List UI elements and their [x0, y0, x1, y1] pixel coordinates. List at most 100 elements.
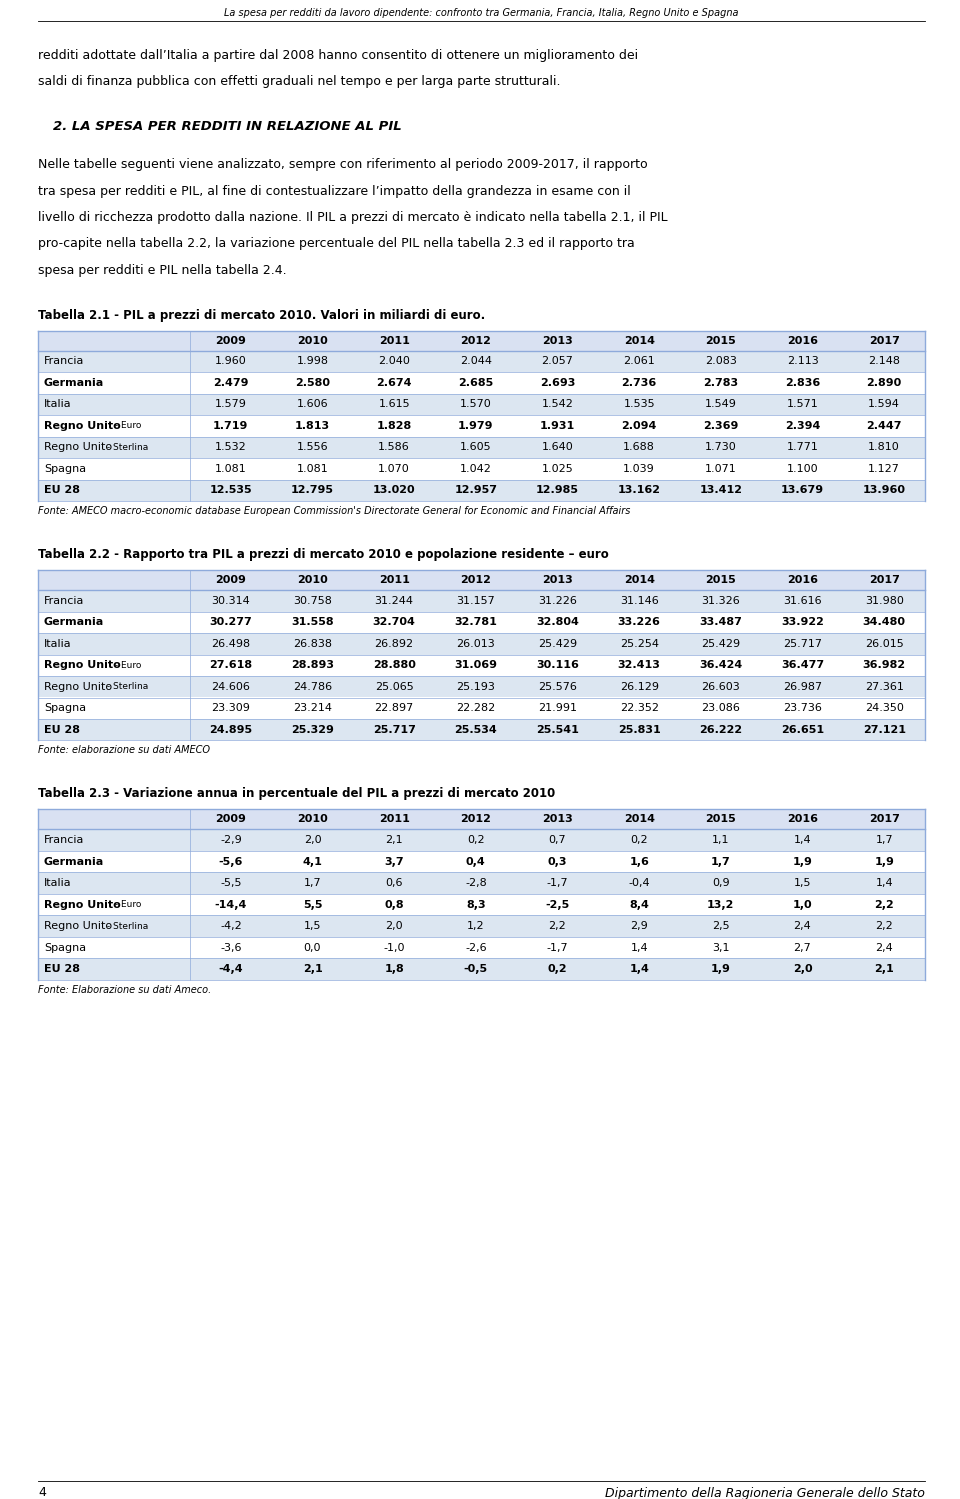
Text: Francia: Francia [44, 357, 84, 366]
Text: 1.127: 1.127 [868, 463, 900, 474]
Text: 26.892: 26.892 [374, 639, 414, 649]
Text: 2010: 2010 [298, 576, 328, 585]
Text: -1,7: -1,7 [546, 943, 568, 953]
Text: 26.987: 26.987 [783, 682, 822, 691]
Text: 2. LA SPESA PER REDDITI IN RELAZIONE AL PIL: 2. LA SPESA PER REDDITI IN RELAZIONE AL … [53, 120, 401, 133]
Text: 2,7: 2,7 [794, 943, 811, 953]
Text: - Euro: - Euro [112, 901, 141, 910]
Text: 8,4: 8,4 [629, 899, 649, 910]
Text: 1,4: 1,4 [794, 835, 811, 845]
Text: 2.693: 2.693 [540, 378, 575, 388]
Text: -0,5: -0,5 [464, 964, 488, 974]
Text: 36.477: 36.477 [780, 660, 824, 670]
Bar [38, 591, 925, 612]
Text: -1,0: -1,0 [383, 943, 405, 953]
Text: 25.193: 25.193 [456, 682, 495, 691]
Text: 1.605: 1.605 [460, 442, 492, 453]
Text: Regno Unito: Regno Unito [44, 421, 121, 430]
Text: EU 28: EU 28 [44, 486, 80, 495]
Text: livello di ricchezza prodotto dalla nazione. Il PIL a prezzi di mercato è indica: livello di ricchezza prodotto dalla nazi… [38, 211, 667, 223]
Text: 26.013: 26.013 [456, 639, 495, 649]
Text: 1.570: 1.570 [460, 399, 492, 409]
Text: 28.893: 28.893 [291, 660, 334, 670]
Text: 1.615: 1.615 [378, 399, 410, 409]
Bar [38, 676, 925, 697]
Bar [38, 893, 925, 916]
Text: 2014: 2014 [624, 336, 655, 345]
Text: 1.081: 1.081 [297, 463, 328, 474]
Text: 22.282: 22.282 [456, 703, 495, 714]
Text: 25.329: 25.329 [291, 724, 334, 735]
Text: Regno Unito: Regno Unito [44, 899, 121, 910]
Text: 30.314: 30.314 [211, 595, 251, 606]
Text: 2017: 2017 [869, 336, 900, 345]
Text: 30.277: 30.277 [209, 618, 252, 627]
Text: 2.148: 2.148 [868, 357, 900, 366]
Text: 33.922: 33.922 [781, 618, 824, 627]
Text: 31.226: 31.226 [538, 595, 577, 606]
Text: 24.606: 24.606 [211, 682, 251, 691]
Text: 28.880: 28.880 [372, 660, 416, 670]
Text: 2,2: 2,2 [876, 922, 893, 931]
Text: 2.836: 2.836 [785, 378, 820, 388]
Text: 13.162: 13.162 [617, 486, 660, 495]
Bar [38, 851, 925, 872]
Text: tra spesa per redditi e PIL, al fine di contestualizzare l’impatto della grandez: tra spesa per redditi e PIL, al fine di … [38, 184, 631, 198]
Text: 26.651: 26.651 [780, 724, 824, 735]
Text: 2014: 2014 [624, 576, 655, 585]
Text: 1.998: 1.998 [297, 357, 328, 366]
Text: 26.222: 26.222 [699, 724, 742, 735]
Text: 26.129: 26.129 [619, 682, 659, 691]
Text: Fonte: AMECO macro-economic database European Commission's Directorate General f: Fonte: AMECO macro-economic database Eur… [38, 507, 631, 516]
Text: 12.957: 12.957 [454, 486, 497, 495]
Text: 21.991: 21.991 [538, 703, 577, 714]
Text: 2011: 2011 [379, 336, 410, 345]
Text: 0,9: 0,9 [712, 878, 730, 889]
Text: -3,6: -3,6 [220, 943, 242, 953]
Text: 13.020: 13.020 [372, 486, 416, 495]
Text: 2011: 2011 [379, 814, 410, 824]
Text: 31.069: 31.069 [454, 660, 497, 670]
Text: 2.040: 2.040 [378, 357, 410, 366]
Bar [38, 958, 925, 980]
Text: 1.532: 1.532 [215, 442, 247, 453]
Text: 2017: 2017 [869, 576, 900, 585]
Text: 1.771: 1.771 [786, 442, 819, 453]
Text: 2.685: 2.685 [458, 378, 493, 388]
Bar [38, 872, 925, 893]
Text: -14,4: -14,4 [215, 899, 247, 910]
Text: 23.309: 23.309 [211, 703, 251, 714]
Text: 0,2: 0,2 [467, 835, 485, 845]
Text: 1.640: 1.640 [541, 442, 573, 453]
Text: 31.616: 31.616 [783, 595, 822, 606]
Text: Nelle tabelle seguenti viene analizzato, sempre con riferimento al periodo 2009-: Nelle tabelle seguenti viene analizzato,… [38, 157, 648, 171]
Text: 0,0: 0,0 [303, 943, 322, 953]
Text: 1.606: 1.606 [297, 399, 328, 409]
Text: 2.447: 2.447 [867, 421, 901, 430]
Text: 22.897: 22.897 [374, 703, 414, 714]
Text: 1,8: 1,8 [384, 964, 404, 974]
Text: 1.579: 1.579 [215, 399, 247, 409]
Text: 34.480: 34.480 [863, 618, 905, 627]
Text: 2011: 2011 [379, 576, 410, 585]
Text: 23.086: 23.086 [702, 703, 740, 714]
Text: 1,5: 1,5 [794, 878, 811, 889]
Text: -4,2: -4,2 [220, 922, 242, 931]
Text: 2009: 2009 [215, 336, 247, 345]
Text: 2012: 2012 [461, 336, 492, 345]
Text: - Euro: - Euro [112, 421, 141, 430]
Text: 1.542: 1.542 [541, 399, 573, 409]
Text: 26.015: 26.015 [865, 639, 903, 649]
Text: 36.424: 36.424 [699, 660, 742, 670]
Bar [38, 829, 925, 851]
Text: 1.571: 1.571 [786, 399, 818, 409]
Text: 1.100: 1.100 [786, 463, 818, 474]
Text: 31.244: 31.244 [374, 595, 414, 606]
Text: 32.704: 32.704 [372, 618, 416, 627]
Text: 25.429: 25.429 [701, 639, 740, 649]
Text: 1.719: 1.719 [213, 421, 249, 430]
Text: Spagna: Spagna [44, 703, 86, 714]
Text: Italia: Italia [44, 399, 72, 409]
Text: 1,9: 1,9 [793, 857, 812, 866]
Text: 1.813: 1.813 [295, 421, 330, 430]
